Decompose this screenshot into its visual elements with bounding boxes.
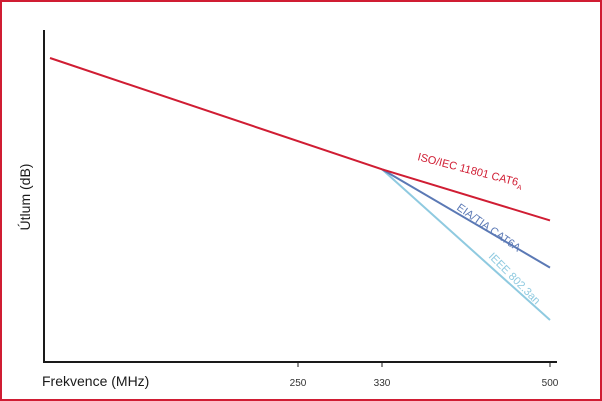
x-tick-label-500: 500 — [542, 378, 559, 389]
series-label-iso-iec-11801-cat6a: ISO/IEC 11801 CAT6A — [416, 151, 525, 192]
x-axis-title: Frekvence (MHz) — [42, 373, 149, 389]
series-line-ieee-802-3an — [381, 168, 551, 321]
x-tick-label-330: 330 — [374, 378, 391, 389]
series-line-eia-tia-cat6a — [381, 168, 551, 269]
x-tick-label-250: 250 — [290, 378, 307, 389]
series-line-iso-iec-11801-cat6a — [49, 57, 551, 222]
x-tick-layer: 250 330 500 — [290, 362, 559, 389]
series-layer — [49, 57, 551, 321]
y-axis-title: Útlum (dB) — [17, 164, 33, 231]
